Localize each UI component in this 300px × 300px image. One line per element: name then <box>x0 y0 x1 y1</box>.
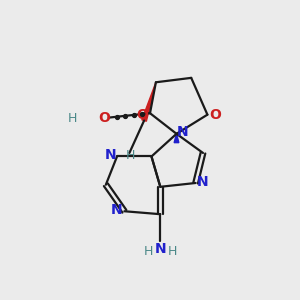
Text: N: N <box>154 242 166 256</box>
Text: H: H <box>68 112 77 125</box>
Polygon shape <box>174 134 179 142</box>
Text: H: H <box>143 245 153 258</box>
Text: H: H <box>126 149 136 162</box>
Polygon shape <box>142 82 156 121</box>
Text: N: N <box>105 148 116 162</box>
Text: N: N <box>177 125 189 139</box>
Text: H: H <box>168 245 177 258</box>
Text: O: O <box>137 108 148 122</box>
Text: N: N <box>196 175 208 188</box>
Text: O: O <box>209 108 221 122</box>
Text: O: O <box>98 111 110 124</box>
Text: N: N <box>111 203 123 217</box>
